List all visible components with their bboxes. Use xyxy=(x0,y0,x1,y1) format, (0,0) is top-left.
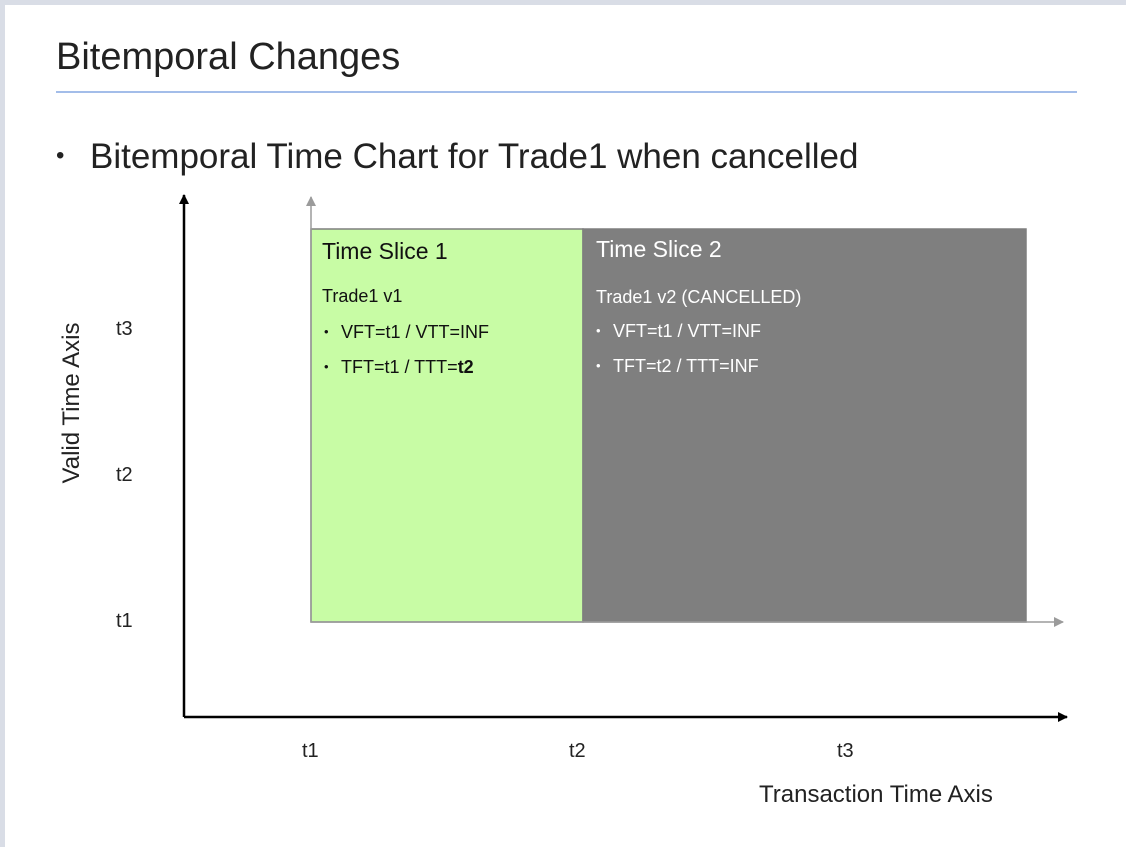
title-underline xyxy=(56,91,1077,93)
time-slice-1-title: Time Slice 1 xyxy=(322,238,448,264)
transaction-tick-t1: t1 xyxy=(302,740,319,762)
time-slice-2-line1: VFT=t1 / VTT=INF xyxy=(613,321,762,341)
time-slice-2-transaction-times: • TFT=t2 / TTT=INF xyxy=(596,356,759,377)
bullet-dot-icon: • xyxy=(324,359,329,374)
time-slice-2-title: Time Slice 2 xyxy=(596,236,722,262)
time-slice-1-valid-times: • VFT=t1 / VTT=INF xyxy=(324,322,489,343)
bullet-dot-icon: • xyxy=(324,324,329,339)
time-slice-1-line2-prefix: TFT=t1 / TTT= xyxy=(341,357,458,377)
time-slice-1-version: Trade1 v1 xyxy=(322,286,403,306)
time-slice-2-line2: TFT=t2 / TTT=INF xyxy=(613,356,759,376)
valid-tick-t2: t2 xyxy=(116,464,133,486)
time-slice-1-line2-emphasis: t2 xyxy=(457,357,474,377)
time-slice-1-transaction-times: • TFT=t1 / TTT=t2 xyxy=(324,357,474,378)
time-slice-1-line1: VFT=t1 / VTT=INF xyxy=(341,322,490,342)
time-slice-2-valid-times: • VFT=t1 / VTT=INF xyxy=(596,321,761,342)
bullet-dot-icon: • xyxy=(596,323,601,338)
valid-tick-t3: t3 xyxy=(116,318,133,340)
time-slice-2-version: Trade1 v2 (CANCELLED) xyxy=(596,287,802,307)
bullet-dot-icon: • xyxy=(596,358,601,373)
slide-title: Bitemporal Changes xyxy=(56,36,401,78)
bullet-text: Bitemporal Time Chart for Trade1 when ca… xyxy=(90,137,859,176)
time-slice-2-box xyxy=(582,228,1027,623)
transaction-time-axis-label: Transaction Time Axis xyxy=(759,781,993,808)
transaction-tick-t3: t3 xyxy=(837,740,854,762)
bullet-item: • Bitemporal Time Chart for Trade1 when c… xyxy=(56,137,858,177)
valid-tick-t1: t1 xyxy=(116,610,133,632)
bullet-dot-icon: • xyxy=(56,142,65,169)
transaction-tick-t2: t2 xyxy=(569,740,586,762)
valid-time-axis-label: Valid Time Axis xyxy=(58,322,85,484)
